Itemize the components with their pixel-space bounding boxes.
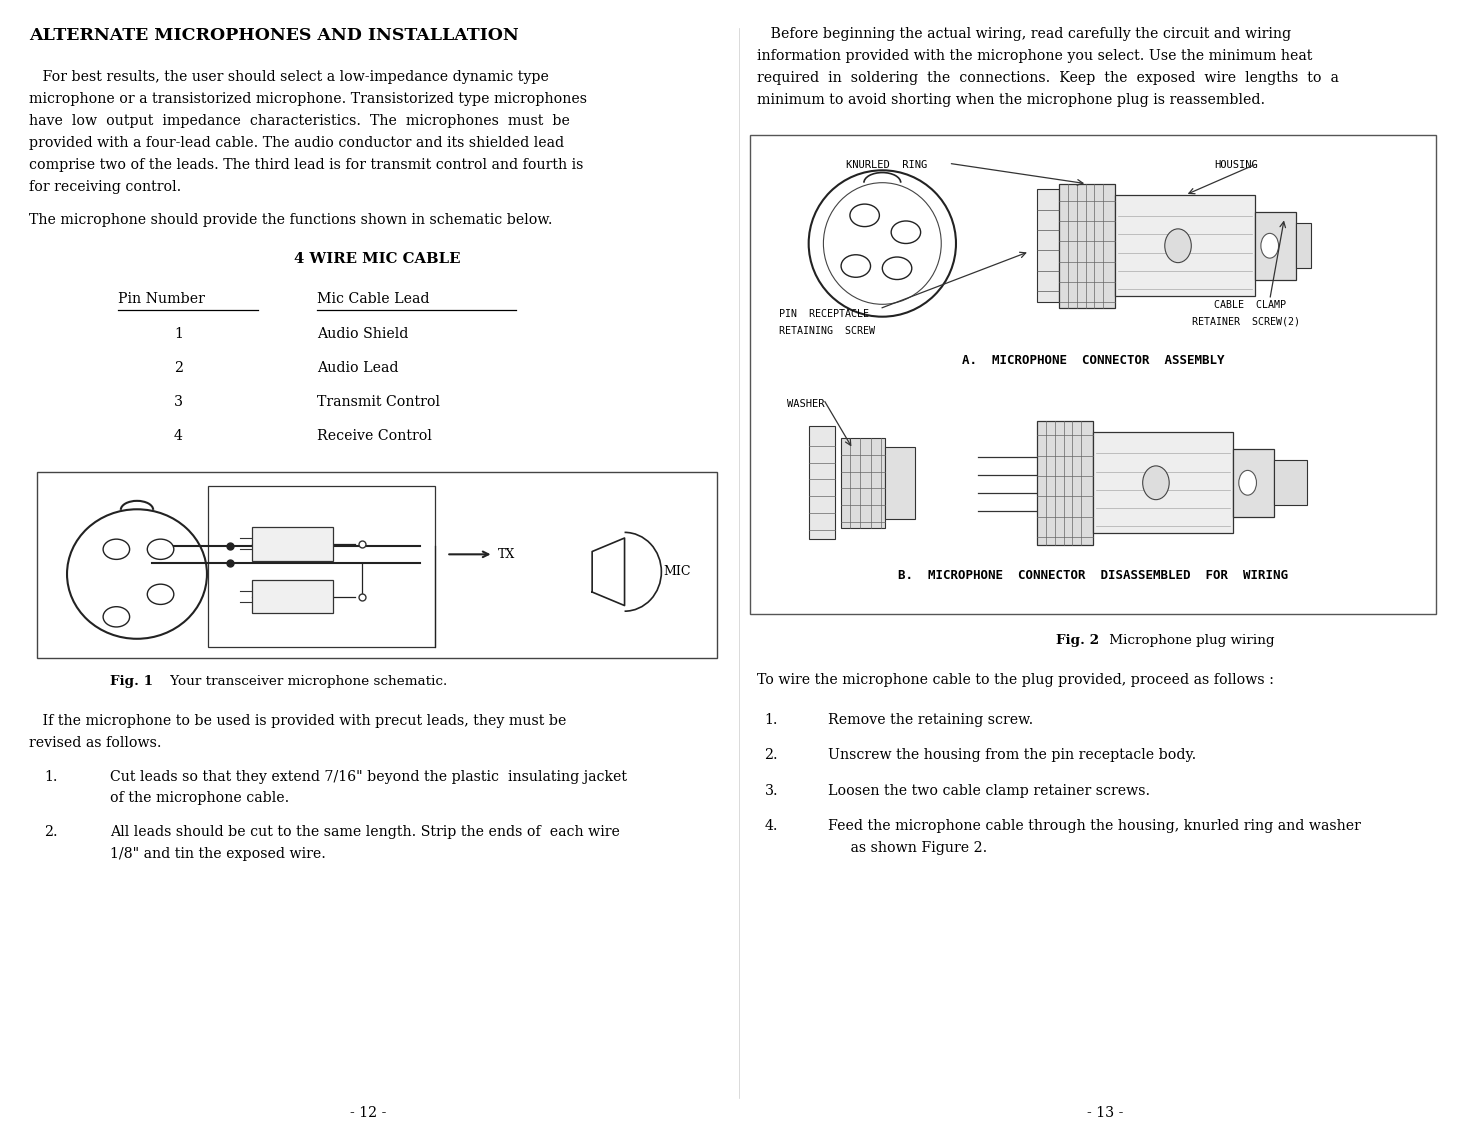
Text: RETAINING  SCREW: RETAINING SCREW <box>779 325 875 336</box>
Circle shape <box>891 221 921 243</box>
Bar <box>1115 195 1255 296</box>
Text: TX: TX <box>498 548 516 561</box>
Text: For best results, the user should select a low-impedance dynamic type: For best results, the user should select… <box>29 70 549 83</box>
Ellipse shape <box>1143 466 1170 500</box>
Text: 2.: 2. <box>764 749 778 762</box>
Text: required  in  soldering  the  connections.  Keep  the  exposed  wire  lengths  t: required in soldering the connections. K… <box>757 71 1339 84</box>
Circle shape <box>147 584 174 605</box>
Text: 1.: 1. <box>44 769 57 784</box>
Bar <box>1037 189 1059 302</box>
Text: - 12 -: - 12 - <box>351 1106 386 1119</box>
Text: Cut leads so that they extend 7/16" beyond the plastic  insulating jacket: Cut leads so that they extend 7/16" beyo… <box>110 769 627 784</box>
Text: 2: 2 <box>158 545 164 553</box>
Text: PIN  RECEPTACLE: PIN RECEPTACLE <box>779 309 869 319</box>
Text: HOUSING: HOUSING <box>1214 160 1258 170</box>
Bar <box>1255 212 1296 279</box>
Text: All leads should be cut to the same length. Strip the ends of  each wire: All leads should be cut to the same leng… <box>110 824 620 839</box>
Text: 2.: 2. <box>44 824 57 839</box>
Text: A.  MICROPHONE  CONNECTOR  ASSEMBLY: A. MICROPHONE CONNECTOR ASSEMBLY <box>962 354 1224 367</box>
Text: Loosen the two cable clamp retainer screws.: Loosen the two cable clamp retainer scre… <box>828 784 1150 798</box>
Text: KNURLED  RING: KNURLED RING <box>846 160 927 170</box>
Ellipse shape <box>68 509 206 638</box>
Text: information provided with the microphone you select. Use the minimum heat: information provided with the microphone… <box>757 48 1312 63</box>
Text: microphone or a transistorized microphone. Transistorized type microphones: microphone or a transistorized microphon… <box>29 92 588 106</box>
Bar <box>208 485 435 646</box>
Text: 3: 3 <box>158 590 164 598</box>
Text: If the microphone to be used is provided with precut leads, they must be: If the microphone to be used is provided… <box>29 714 567 729</box>
Bar <box>252 580 333 614</box>
Circle shape <box>147 539 174 560</box>
Text: 4: 4 <box>113 613 119 620</box>
Text: Fig. 2: Fig. 2 <box>1056 634 1099 647</box>
Text: CABLE  CLAMP: CABLE CLAMP <box>1214 300 1286 310</box>
Text: 3: 3 <box>174 395 183 409</box>
Text: Fig. 1: Fig. 1 <box>110 674 153 688</box>
Text: have  low  output  impedance  characteristics.  The  microphones  must  be: have low output impedance characteristic… <box>29 114 570 127</box>
Text: Your transceiver microphone schematic.: Your transceiver microphone schematic. <box>166 674 448 688</box>
Bar <box>1274 461 1307 506</box>
Bar <box>1233 449 1274 517</box>
Bar <box>1296 223 1311 268</box>
Text: RETAINER  SCREW(2): RETAINER SCREW(2) <box>1192 316 1299 327</box>
Circle shape <box>103 539 130 560</box>
Bar <box>252 527 333 561</box>
Circle shape <box>882 257 912 279</box>
Ellipse shape <box>809 170 956 316</box>
Text: 1.: 1. <box>764 713 778 727</box>
Text: as shown Figure 2.: as shown Figure 2. <box>828 841 987 856</box>
Text: Audio Lead: Audio Lead <box>317 361 398 375</box>
Text: Microphone plug wiring: Microphone plug wiring <box>1105 634 1274 647</box>
Text: Pin Number: Pin Number <box>118 292 205 306</box>
Text: Mic Cable Lead: Mic Cable Lead <box>317 292 429 306</box>
Text: - 13 -: - 13 - <box>1087 1106 1122 1119</box>
Text: 4 WIRE MIC CABLE: 4 WIRE MIC CABLE <box>293 252 461 267</box>
Bar <box>885 447 915 519</box>
Bar <box>1093 432 1233 534</box>
Text: 1/8" and tin the exposed wire.: 1/8" and tin the exposed wire. <box>110 847 327 860</box>
Circle shape <box>850 204 879 226</box>
Bar <box>809 427 835 539</box>
Ellipse shape <box>1261 233 1279 258</box>
Bar <box>841 438 885 528</box>
Text: Transmit Control: Transmit Control <box>317 395 440 409</box>
Text: MIC: MIC <box>663 565 691 579</box>
Text: 1: 1 <box>113 545 119 553</box>
Text: 4.: 4. <box>764 820 778 833</box>
Text: Audio Shield: Audio Shield <box>317 327 408 341</box>
Text: 1: 1 <box>174 327 183 341</box>
Circle shape <box>103 607 130 627</box>
Ellipse shape <box>1165 229 1192 262</box>
Text: Unscrew the housing from the pin receptacle body.: Unscrew the housing from the pin recepta… <box>828 749 1196 762</box>
Text: Receive Control: Receive Control <box>317 429 432 444</box>
Text: minimum to avoid shorting when the microphone plug is reassembled.: minimum to avoid shorting when the micro… <box>757 92 1265 107</box>
Ellipse shape <box>1239 471 1256 495</box>
Text: B.  MICROPHONE  CONNECTOR  DISASSEMBLED  FOR  WIRING: B. MICROPHONE CONNECTOR DISASSEMBLED FOR… <box>899 569 1287 582</box>
Text: comprise two of the leads. The third lead is for transmit control and fourth is: comprise two of the leads. The third lea… <box>29 158 583 171</box>
Text: provided with a four-lead cable. The audio conductor and its shielded lead: provided with a four-lead cable. The aud… <box>29 135 564 150</box>
Bar <box>750 135 1436 614</box>
Text: 2: 2 <box>174 361 183 375</box>
Text: 4: 4 <box>174 429 183 444</box>
Text: ALTERNATE MICROPHONES AND INSTALLATION: ALTERNATE MICROPHONES AND INSTALLATION <box>29 27 518 44</box>
Text: Feed the microphone cable through the housing, knurled ring and washer: Feed the microphone cable through the ho… <box>828 820 1361 833</box>
Text: of the microphone cable.: of the microphone cable. <box>110 792 290 805</box>
Text: The microphone should provide the functions shown in schematic below.: The microphone should provide the functi… <box>29 213 552 226</box>
Text: To wire the microphone cable to the plug provided, proceed as follows :: To wire the microphone cable to the plug… <box>757 673 1274 688</box>
Bar <box>1059 184 1115 307</box>
Text: Remove the retaining screw.: Remove the retaining screw. <box>828 713 1033 727</box>
Text: Before beginning the actual wiring, read carefully the circuit and wiring: Before beginning the actual wiring, read… <box>757 27 1292 41</box>
Text: 3.: 3. <box>764 784 778 798</box>
Text: WASHER: WASHER <box>787 399 823 409</box>
Ellipse shape <box>823 182 941 304</box>
Bar <box>37 472 717 658</box>
Text: for receiving control.: for receiving control. <box>29 179 181 194</box>
Text: revised as follows.: revised as follows. <box>29 736 162 750</box>
Circle shape <box>841 254 871 277</box>
Bar <box>1037 421 1093 545</box>
